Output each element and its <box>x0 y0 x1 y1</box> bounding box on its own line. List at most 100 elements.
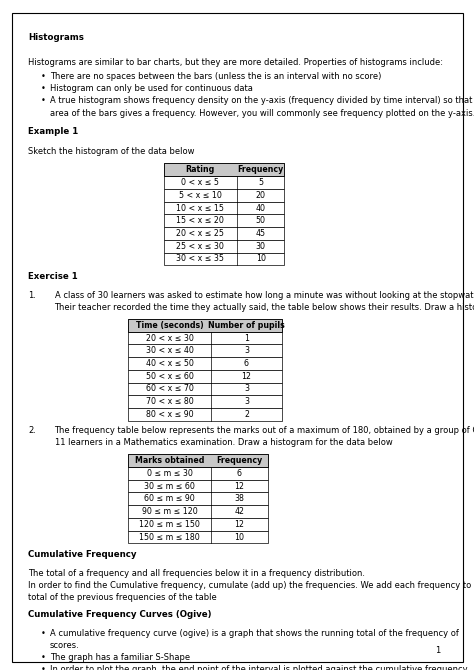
Text: 60 < x ≤ 70: 60 < x ≤ 70 <box>146 385 193 393</box>
Text: Their teacher recorded the time they actually said, the table below shows their : Their teacher recorded the time they act… <box>55 303 474 312</box>
Text: •: • <box>40 96 45 105</box>
Text: The graph has a familiar S-Shape: The graph has a familiar S-Shape <box>50 653 190 662</box>
Text: 12: 12 <box>241 372 252 381</box>
Text: 150 ≤ m ≤ 180: 150 ≤ m ≤ 180 <box>139 533 200 541</box>
Text: Histograms are similar to bar charts, but they are more detailed. Properties of : Histograms are similar to bar charts, bu… <box>28 58 444 66</box>
Text: Number of pupils: Number of pupils <box>208 321 285 330</box>
Bar <box>164 240 284 253</box>
Text: 30 < x ≤ 40: 30 < x ≤ 40 <box>146 346 193 355</box>
Text: 1: 1 <box>244 334 249 342</box>
Text: 5: 5 <box>258 178 263 187</box>
Text: 11 learners in a Mathematics examination. Draw a histogram for the data below: 11 learners in a Mathematics examination… <box>55 438 392 447</box>
Bar <box>128 370 282 383</box>
Text: In order to find the Cumulative frequency, cumulate (add up) the frequencies. We: In order to find the Cumulative frequenc… <box>28 581 474 590</box>
Text: •: • <box>40 665 45 670</box>
Text: 30: 30 <box>255 242 266 251</box>
Text: 20: 20 <box>255 191 266 200</box>
Bar <box>128 332 282 344</box>
Text: Histogram can only be used for continuous data: Histogram can only be used for continuou… <box>50 84 253 93</box>
Text: Cumulative Frequency: Cumulative Frequency <box>28 550 137 559</box>
Text: 90 ≤ m ≤ 120: 90 ≤ m ≤ 120 <box>142 507 197 516</box>
Text: 120 ≤ m ≤ 150: 120 ≤ m ≤ 150 <box>139 520 200 529</box>
Text: 30 < x ≤ 35: 30 < x ≤ 35 <box>176 255 224 263</box>
Text: Rating: Rating <box>186 165 215 174</box>
Bar <box>164 176 284 189</box>
Bar <box>128 505 268 518</box>
Text: 3: 3 <box>244 346 249 355</box>
Bar <box>128 454 268 467</box>
Text: 60 ≤ m ≤ 90: 60 ≤ m ≤ 90 <box>144 494 195 503</box>
Bar <box>164 214 284 227</box>
Text: Cumulative Frequency Curves (Ogive): Cumulative Frequency Curves (Ogive) <box>28 610 212 619</box>
Bar <box>128 408 282 421</box>
Bar <box>164 253 284 265</box>
Text: 10 < x ≤ 15: 10 < x ≤ 15 <box>176 204 224 212</box>
Bar <box>128 357 282 370</box>
Text: The total of a frequency and all frequencies below it in a frequency distributio: The total of a frequency and all frequen… <box>28 569 365 578</box>
Text: A class of 30 learners was asked to estimate how long a minute was without looki: A class of 30 learners was asked to esti… <box>55 291 474 299</box>
Text: total of the previous frequencies of the table: total of the previous frequencies of the… <box>28 593 217 602</box>
Text: 12: 12 <box>234 520 245 529</box>
Text: A true histogram shows frequency density on the y-axis (frequency divided by tim: A true histogram shows frequency density… <box>50 96 474 105</box>
Text: 80 < x ≤ 90: 80 < x ≤ 90 <box>146 410 193 419</box>
Text: •: • <box>40 653 45 662</box>
Text: 2: 2 <box>244 410 249 419</box>
Bar <box>128 454 268 467</box>
Text: 38: 38 <box>235 494 244 503</box>
Bar <box>164 227 284 240</box>
Text: Time (seconds): Time (seconds) <box>136 321 203 330</box>
Bar <box>164 163 284 176</box>
Bar <box>128 383 282 395</box>
Text: area of the bars gives a frequency. However, you will commonly see frequency plo: area of the bars gives a frequency. Howe… <box>50 109 474 117</box>
Text: 10: 10 <box>234 533 245 541</box>
Text: 40 < x ≤ 50: 40 < x ≤ 50 <box>146 359 193 368</box>
Text: 3: 3 <box>244 397 249 406</box>
Text: 40: 40 <box>255 204 266 212</box>
Text: 1: 1 <box>436 647 441 655</box>
Text: 20 < x ≤ 25: 20 < x ≤ 25 <box>176 229 224 238</box>
Bar <box>128 480 268 492</box>
Text: The frequency table below represents the marks out of a maximum of 180, obtained: The frequency table below represents the… <box>55 426 474 435</box>
Text: 0 < x ≤ 5: 0 < x ≤ 5 <box>182 178 219 187</box>
Text: •: • <box>40 84 45 93</box>
Text: Frequency: Frequency <box>216 456 263 465</box>
Text: 2.: 2. <box>28 426 36 435</box>
Bar <box>128 531 268 543</box>
Text: 30 ≤ m ≤ 60: 30 ≤ m ≤ 60 <box>144 482 195 490</box>
Bar <box>164 202 284 214</box>
Text: 0 ≤ m ≤ 30: 0 ≤ m ≤ 30 <box>146 469 192 478</box>
Text: 6: 6 <box>244 359 249 368</box>
Text: Frequency: Frequency <box>237 165 284 174</box>
Text: 10: 10 <box>255 255 266 263</box>
Text: 6: 6 <box>237 469 242 478</box>
Text: Example 1: Example 1 <box>28 127 79 136</box>
Text: 1.: 1. <box>28 291 36 299</box>
Text: Marks obtained: Marks obtained <box>135 456 204 465</box>
Text: 50: 50 <box>255 216 266 225</box>
Text: 15 < x ≤ 20: 15 < x ≤ 20 <box>176 216 224 225</box>
Text: 12: 12 <box>234 482 245 490</box>
Bar <box>128 492 268 505</box>
Text: Exercise 1: Exercise 1 <box>28 272 78 281</box>
Text: A cumulative frequency curve (ogive) is a graph that shows the running total of : A cumulative frequency curve (ogive) is … <box>50 629 459 638</box>
Bar <box>164 189 284 202</box>
Text: In order to plot the graph, the end point of the interval is plotted against the: In order to plot the graph, the end poin… <box>50 665 467 670</box>
Text: 3: 3 <box>244 385 249 393</box>
Text: •: • <box>40 72 45 81</box>
Text: 20 < x ≤ 30: 20 < x ≤ 30 <box>146 334 193 342</box>
Text: 50 < x ≤ 60: 50 < x ≤ 60 <box>146 372 193 381</box>
Text: 70 < x ≤ 80: 70 < x ≤ 80 <box>146 397 193 406</box>
Text: •: • <box>40 629 45 638</box>
Bar <box>128 319 282 332</box>
Text: 45: 45 <box>255 229 266 238</box>
Bar <box>128 518 268 531</box>
Text: 42: 42 <box>234 507 245 516</box>
Bar <box>128 319 282 332</box>
Text: There are no spaces between the bars (unless the is an interval with no score): There are no spaces between the bars (un… <box>50 72 381 81</box>
Bar <box>128 344 282 357</box>
Bar <box>164 163 284 176</box>
Text: scores.: scores. <box>50 641 80 650</box>
Text: 25 < x ≤ 30: 25 < x ≤ 30 <box>176 242 224 251</box>
Text: 5 < x ≤ 10: 5 < x ≤ 10 <box>179 191 222 200</box>
Bar <box>128 395 282 408</box>
